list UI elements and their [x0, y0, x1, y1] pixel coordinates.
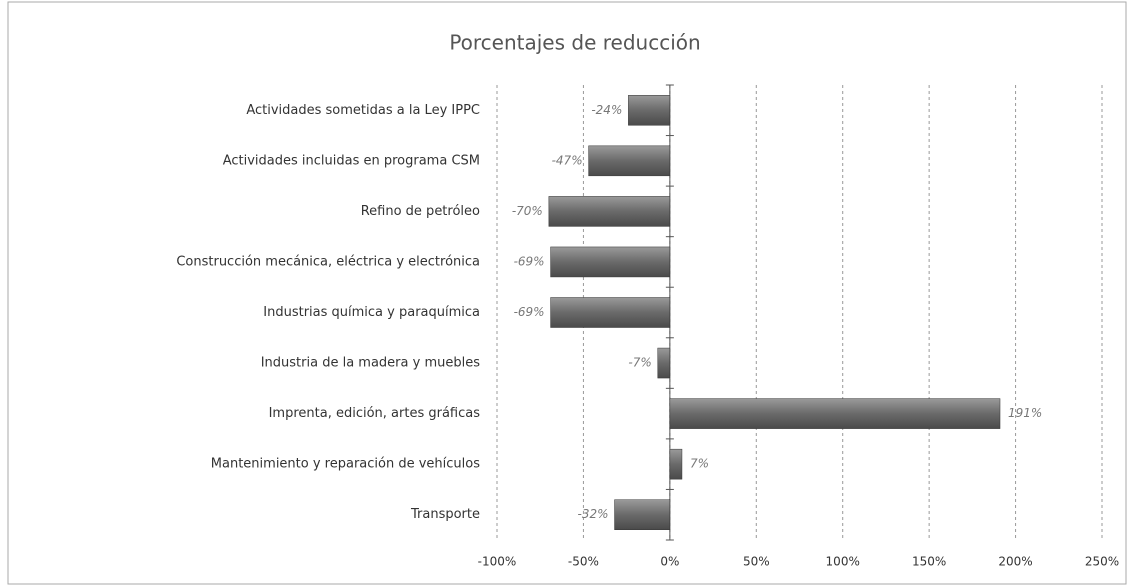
y-tick-label: Actividades sometidas a la Ley IPPC — [246, 103, 480, 118]
data-label: -32% — [578, 507, 609, 521]
x-tick-label: 200% — [998, 555, 1032, 569]
x-tick-label: 250% — [1085, 555, 1119, 569]
bar — [548, 196, 671, 227]
x-tick-label: 100% — [826, 555, 860, 569]
data-label: -7% — [628, 356, 651, 370]
y-tick-label: Industrias química y paraquímica — [263, 305, 480, 320]
x-tick-label: 0% — [660, 555, 679, 569]
chart-frame — [7, 1, 1127, 585]
bar — [628, 95, 671, 126]
data-label: 191% — [1008, 406, 1042, 420]
data-label: 7% — [690, 457, 709, 471]
y-tick-label: Actividades incluidas en programa CSM — [223, 153, 480, 168]
x-tick-label: 50% — [743, 555, 770, 569]
bar — [550, 297, 671, 328]
y-tick-label: Refino de petróleo — [361, 204, 480, 219]
bar — [550, 246, 671, 278]
bar — [588, 145, 671, 177]
y-tick-label: Construcción mecánica, eléctrica y elect… — [176, 254, 480, 269]
y-tick-label: Mantenimiento y reparación de vehículos — [211, 457, 480, 472]
bar — [614, 499, 671, 530]
x-tick-label: -100% — [478, 555, 517, 569]
data-label: -69% — [514, 305, 545, 319]
y-tick-label: Imprenta, edición, artes gráficas — [269, 406, 481, 421]
y-tick-label: Industria de la madera y muebles — [261, 356, 480, 371]
bar — [669, 398, 1001, 429]
bar — [657, 347, 671, 379]
data-label: -24% — [591, 103, 622, 117]
x-tick-label: -50% — [568, 555, 599, 569]
x-tick-label: 150% — [912, 555, 946, 569]
y-tick-label: Transporte — [410, 507, 480, 522]
data-label: -47% — [552, 153, 583, 167]
bar — [669, 448, 683, 480]
chart-title: Porcentajes de reducción — [449, 31, 700, 55]
data-label: -69% — [514, 254, 545, 268]
data-label: -70% — [512, 204, 543, 218]
